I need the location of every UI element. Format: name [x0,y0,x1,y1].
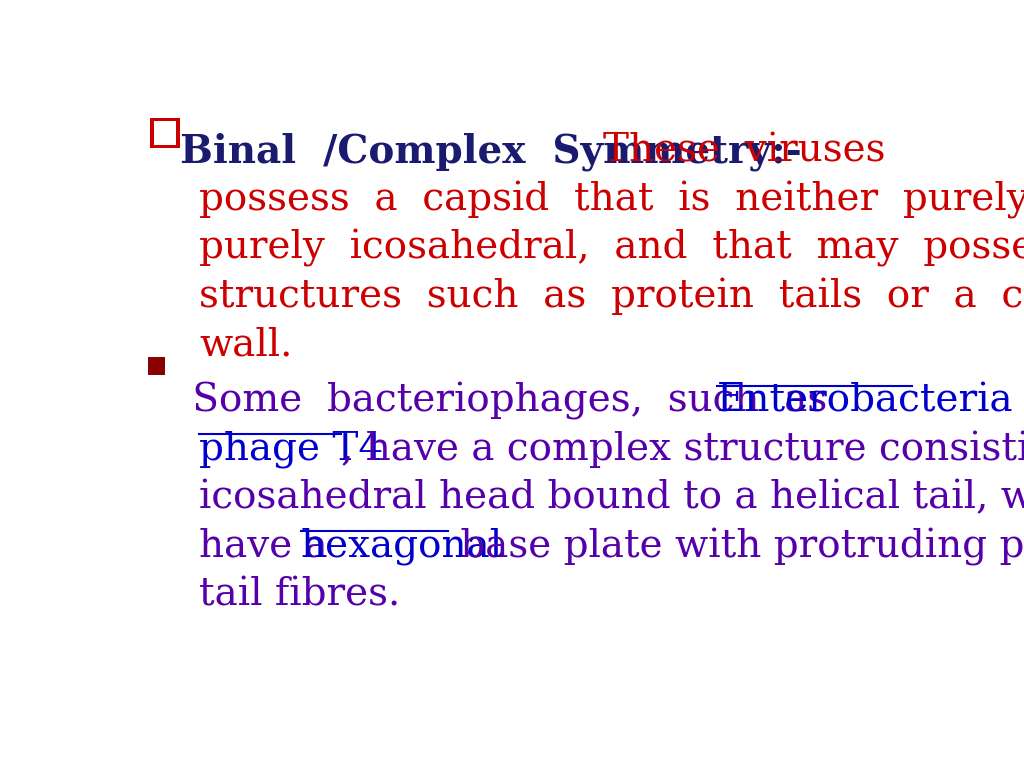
Text: possess  a  capsid  that  is  neither  purely  helical  nor: possess a capsid that is neither purely … [200,180,1024,219]
Bar [147,357,165,375]
Text: phage T4: phage T4 [200,431,384,468]
Text: , have a complex structure consisting of an: , have a complex structure consisting of… [341,431,1024,468]
Text: tail fibres.: tail fibres. [200,576,400,613]
Bar [151,118,180,148]
Text: hexagonal: hexagonal [301,528,503,565]
Text: purely  icosahedral,  and  that  may  possess  extra: purely icosahedral, and that may possess… [200,230,1024,267]
Text: base plate with protruding protein: base plate with protruding protein [447,528,1024,565]
Text: Enterobacteria: Enterobacteria [717,382,1014,419]
Text: wall.: wall. [200,326,293,363]
Text: Some  bacteriophages,  such  as: Some bacteriophages, such as [179,382,852,420]
Bar [155,121,176,145]
Text: structures  such  as  protein  tails  or  a  complex  outer: structures such as protein tails or a co… [200,278,1024,316]
Text: Binal  /Complex  Symmetry:-: Binal /Complex Symmetry:- [179,132,802,170]
Text: have a: have a [200,528,341,564]
Text: These  viruses: These viruses [602,132,885,170]
Text: icosahedral head bound to a helical tail, which may: icosahedral head bound to a helical tail… [200,479,1024,517]
